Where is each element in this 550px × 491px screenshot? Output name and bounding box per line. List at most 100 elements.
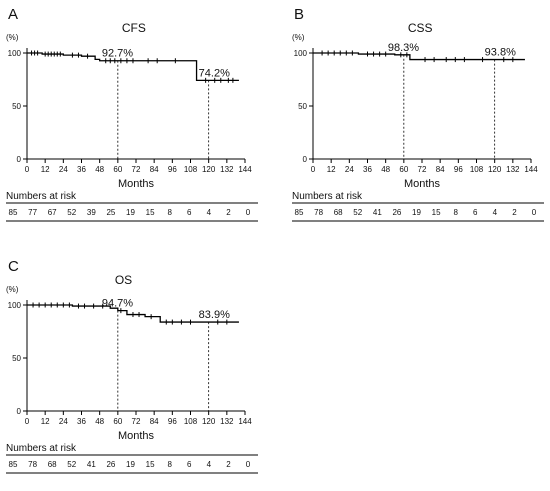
x-tick-label: 132	[506, 165, 520, 174]
x-tick-label: 24	[59, 417, 68, 426]
chart-title: CSS	[408, 21, 433, 35]
risk-table-value: 85	[9, 460, 18, 469]
risk-table-value: 8	[167, 460, 172, 469]
y-tick-label: 100	[8, 49, 22, 58]
risk-table-value: 4	[207, 208, 212, 217]
y-tick-label: 0	[303, 155, 308, 164]
x-tick-label: 48	[381, 165, 390, 174]
risk-table-value: 68	[334, 208, 343, 217]
panel-letter: B	[294, 6, 304, 23]
survival-curve	[313, 52, 525, 61]
x-tick-label: 120	[202, 417, 216, 426]
x-tick-label: 84	[150, 417, 159, 426]
y-tick-label: 100	[8, 301, 22, 310]
risk-table-value: 67	[48, 208, 57, 217]
risk-table-value: 6	[473, 208, 478, 217]
risk-table-value: 26	[106, 460, 115, 469]
risk-table-value: 78	[28, 460, 37, 469]
survival-rate-label: 83.9%	[199, 309, 230, 321]
risk-table-value: 68	[48, 460, 57, 469]
y-tick-label: 0	[17, 407, 22, 416]
risk-table-value: 15	[146, 460, 155, 469]
risk-table-value: 19	[126, 460, 135, 469]
survival-rate-label: 74.2%	[199, 67, 230, 79]
risk-table-title: Numbers at risk	[292, 191, 363, 202]
x-tick-label: 144	[524, 165, 538, 174]
chart-title: OS	[115, 273, 132, 287]
risk-table-value: 15	[146, 208, 155, 217]
x-tick-label: 60	[113, 165, 122, 174]
x-tick-label: 132	[220, 417, 234, 426]
x-tick-label: 60	[399, 165, 408, 174]
risk-table-value: 19	[126, 208, 135, 217]
survival-rate-label: 93.8%	[485, 47, 516, 59]
y-tick-label: 50	[298, 102, 307, 111]
risk-table-value: 2	[226, 460, 231, 469]
x-tick-label: 72	[132, 165, 141, 174]
risk-table-value: 41	[87, 460, 96, 469]
x-tick-label: 108	[184, 165, 198, 174]
x-tick-label: 12	[41, 165, 50, 174]
x-tick-label: 12	[41, 417, 50, 426]
x-tick-label: 24	[59, 165, 68, 174]
y-tick-label: 50	[12, 354, 21, 363]
x-tick-label: 96	[168, 417, 177, 426]
survival-rate-label: 94.7%	[102, 298, 133, 310]
y-unit-label: (%)	[292, 33, 305, 42]
x-tick-label: 36	[77, 165, 86, 174]
panel-letter: C	[8, 258, 19, 275]
x-tick-label: 60	[113, 417, 122, 426]
risk-table-value: 39	[87, 208, 96, 217]
risk-table-value: 26	[392, 208, 401, 217]
chart-title: CFS	[122, 21, 146, 35]
risk-table-value: 4	[493, 208, 498, 217]
y-tick-label: 0	[17, 155, 22, 164]
y-tick-label: 100	[294, 49, 308, 58]
risk-table-value: 85	[295, 208, 304, 217]
x-tick-label: 0	[311, 165, 316, 174]
x-tick-label: 144	[238, 417, 252, 426]
risk-table-value: 52	[67, 460, 76, 469]
survival-rate-label: 92.7%	[102, 48, 133, 60]
x-tick-label: 48	[95, 417, 104, 426]
x-tick-label: 36	[363, 165, 372, 174]
x-tick-label: 132	[220, 165, 234, 174]
x-tick-label: 96	[168, 165, 177, 174]
y-unit-label: (%)	[6, 33, 19, 42]
risk-table-value: 15	[432, 208, 441, 217]
x-tick-label: 48	[95, 165, 104, 174]
y-tick-label: 50	[12, 102, 21, 111]
risk-table-value: 52	[67, 208, 76, 217]
risk-table-value: 78	[314, 208, 323, 217]
risk-table-value: 2	[226, 208, 231, 217]
risk-table-value: 25	[106, 208, 115, 217]
risk-table-value: 41	[373, 208, 382, 217]
x-tick-label: 24	[345, 165, 354, 174]
x-tick-label: 0	[25, 165, 30, 174]
risk-table-value: 19	[412, 208, 421, 217]
x-tick-label: 72	[132, 417, 141, 426]
x-tick-label: 84	[150, 165, 159, 174]
x-tick-label: 108	[470, 165, 484, 174]
x-tick-label: 108	[184, 417, 198, 426]
risk-table-value: 6	[187, 208, 192, 217]
x-tick-label: 120	[488, 165, 502, 174]
survival-curve	[27, 52, 239, 81]
risk-table-value: 0	[246, 208, 251, 217]
risk-table-title: Numbers at risk	[6, 443, 77, 454]
risk-table-value: 0	[246, 460, 251, 469]
risk-table-value: 4	[207, 460, 212, 469]
x-tick-label: 84	[436, 165, 445, 174]
risk-table-value: 6	[187, 460, 192, 469]
risk-table-title: Numbers at risk	[6, 191, 77, 202]
risk-table-value: 8	[167, 208, 172, 217]
x-tick-label: 144	[238, 165, 252, 174]
x-tick-label: 12	[327, 165, 336, 174]
x-tick-label: 36	[77, 417, 86, 426]
x-tick-label: 72	[418, 165, 427, 174]
x-tick-label: 0	[25, 417, 30, 426]
panel-letter: A	[8, 6, 18, 23]
